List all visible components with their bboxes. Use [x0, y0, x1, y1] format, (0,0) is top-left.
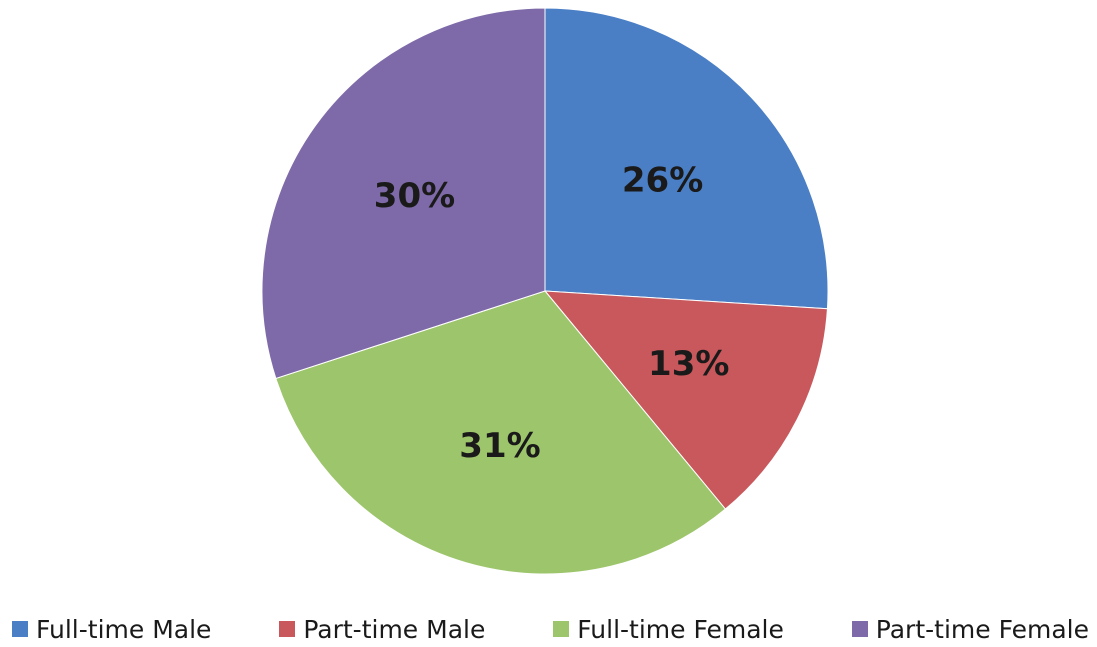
legend-label: Part-time Female: [875, 614, 1089, 644]
pie-slice-part-time-female: [261, 7, 546, 380]
pie-slices: [261, 7, 829, 575]
legend-item-full-time-female: Full-time Female: [553, 615, 784, 644]
pie-slice-part-time-male: [543, 290, 828, 510]
legend-label: Part-time Male: [303, 614, 486, 644]
legend-swatch: [12, 621, 28, 637]
legend-swatch: [553, 621, 570, 637]
legend-item-part-time-male: Part-time Male: [279, 615, 485, 644]
legend-label: Full-time Female: [577, 614, 784, 644]
pie-slice-full-time-female: [275, 290, 727, 575]
legend-label: Full-time Male: [36, 614, 212, 644]
pie-slice-full-time-male: [544, 7, 829, 310]
data-label-full-time-male: 26%: [622, 161, 703, 201]
legend-swatch: [279, 621, 296, 637]
legend-item-full-time-male: Full-time Male: [12, 615, 211, 644]
data-label-part-time-male: 13%: [648, 344, 729, 384]
chart-legend: Full-time Male Part-time Male Full-time …: [0, 612, 1097, 646]
pie-data-labels: 26% 13% 31% 30%: [374, 161, 730, 466]
legend-item-part-time-female: Part-time Female: [851, 614, 1089, 644]
pie-chart-canvas: 26% 13% 31% 30%: [261, 7, 829, 575]
data-label-part-time-female: 30%: [374, 176, 455, 216]
legend-swatch: [851, 621, 868, 637]
data-label-full-time-female: 31%: [459, 426, 540, 466]
